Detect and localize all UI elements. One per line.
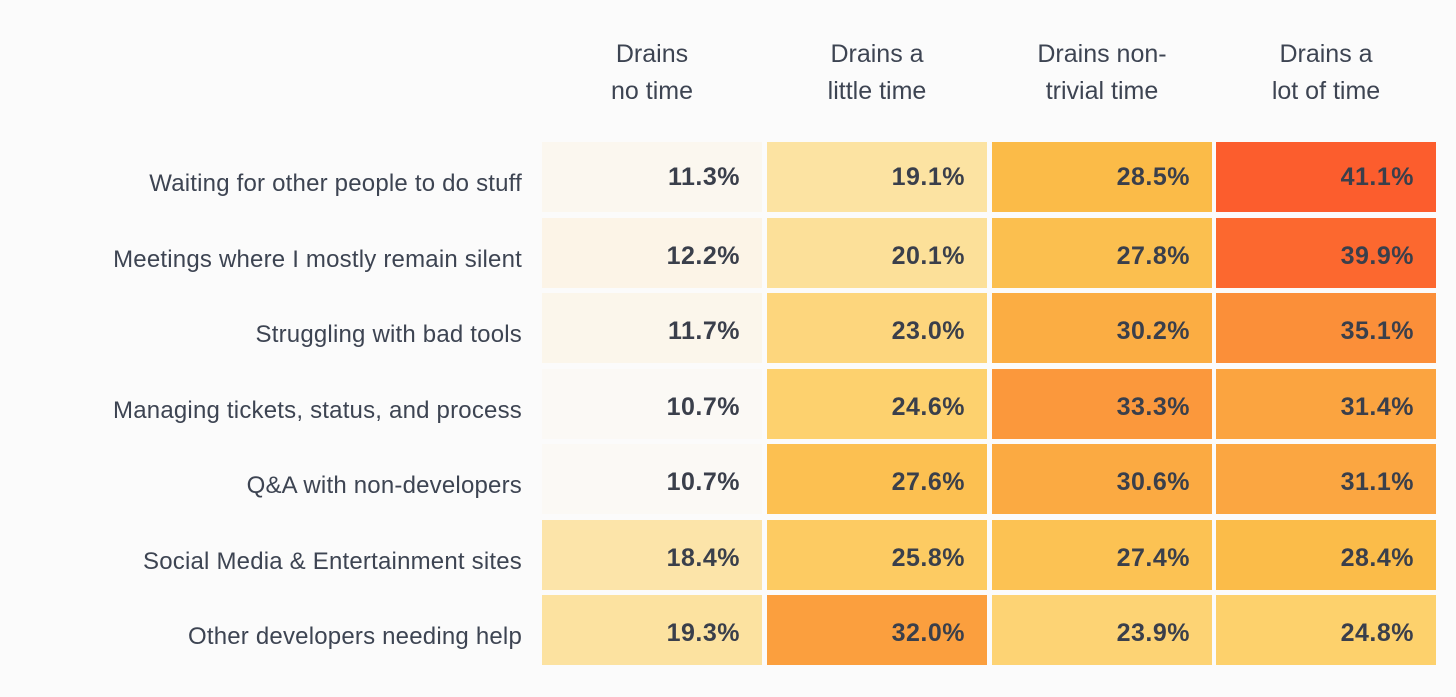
heatmap-cell-r1-c0: 12.2% <box>542 217 762 288</box>
heatmap-cell-r2-c0: 11.7% <box>542 293 762 363</box>
heatmap-cell-r2-c1: 23.0% <box>767 293 987 363</box>
heatmap-cell-r2-c3: 35.1% <box>1216 293 1436 363</box>
heatmap-cell-r0-c2: 28.5% <box>992 142 1212 212</box>
row-label-1: Meetings where I mostly remain silent <box>113 245 522 273</box>
heatmap-cell-r1-c1: 20.1% <box>767 217 987 288</box>
heatmap-cell-r2-c2: 30.2% <box>992 293 1212 363</box>
column-header-1: Drains a little time <box>827 40 927 105</box>
heatmap-cell-r0-c0: 11.3% <box>542 142 762 212</box>
heatmap-cell-r3-c1: 24.6% <box>767 368 987 439</box>
heatmap-cell-r4-c0: 10.7% <box>542 444 762 514</box>
heatmap-cell-r5-c2: 27.4% <box>992 519 1212 590</box>
row-label-5: Social Media & Entertainment sites <box>143 547 522 575</box>
heatmap-cell-r4-c2: 30.6% <box>992 444 1212 514</box>
row-label-0: Waiting for other people to do stuff <box>149 170 522 197</box>
row-label-6: Other developers needing help <box>187 623 522 650</box>
heatmap-cell-r1-c2: 27.8% <box>992 217 1212 288</box>
heatmap-cell-r5-c0: 18.4% <box>542 519 762 590</box>
heatmap-cell-r4-c3: 31.1% <box>1216 444 1436 514</box>
heatmap-cell-r6-c1: 32.0% <box>767 595 987 665</box>
heatmap-cell-r0-c3: 41.1% <box>1216 142 1436 212</box>
row-label-4: Q&A with non-developers <box>246 472 522 499</box>
heatmap-cell-r3-c3: 31.4% <box>1216 368 1436 439</box>
column-header-2: Drains non- trivial time <box>1037 40 1167 105</box>
heatmap-cell-r6-c3: 24.8% <box>1216 595 1436 665</box>
column-header-3: Drains a lot of time <box>1271 40 1381 105</box>
row-label-2: Struggling with bad tools <box>255 321 522 348</box>
heatmap-cell-r6-c2: 23.9% <box>992 595 1212 665</box>
heatmap-cell-r6-c0: 19.3% <box>542 595 762 665</box>
column-header-0: Drains no time <box>611 40 693 105</box>
heatmap-cell-r3-c0: 10.7% <box>542 368 762 439</box>
heatmap-cell-r1-c3: 39.9% <box>1216 217 1436 288</box>
heatmap-cell-r4-c1: 27.6% <box>767 444 987 514</box>
row-label-3: Managing tickets, status, and process <box>113 396 522 424</box>
heatmap-cell-r0-c1: 19.1% <box>767 142 987 212</box>
heatmap-cell-r5-c1: 25.8% <box>767 519 987 590</box>
heatmap-cell-r3-c2: 33.3% <box>992 368 1212 439</box>
heatmap-cell-r5-c3: 28.4% <box>1216 519 1436 590</box>
